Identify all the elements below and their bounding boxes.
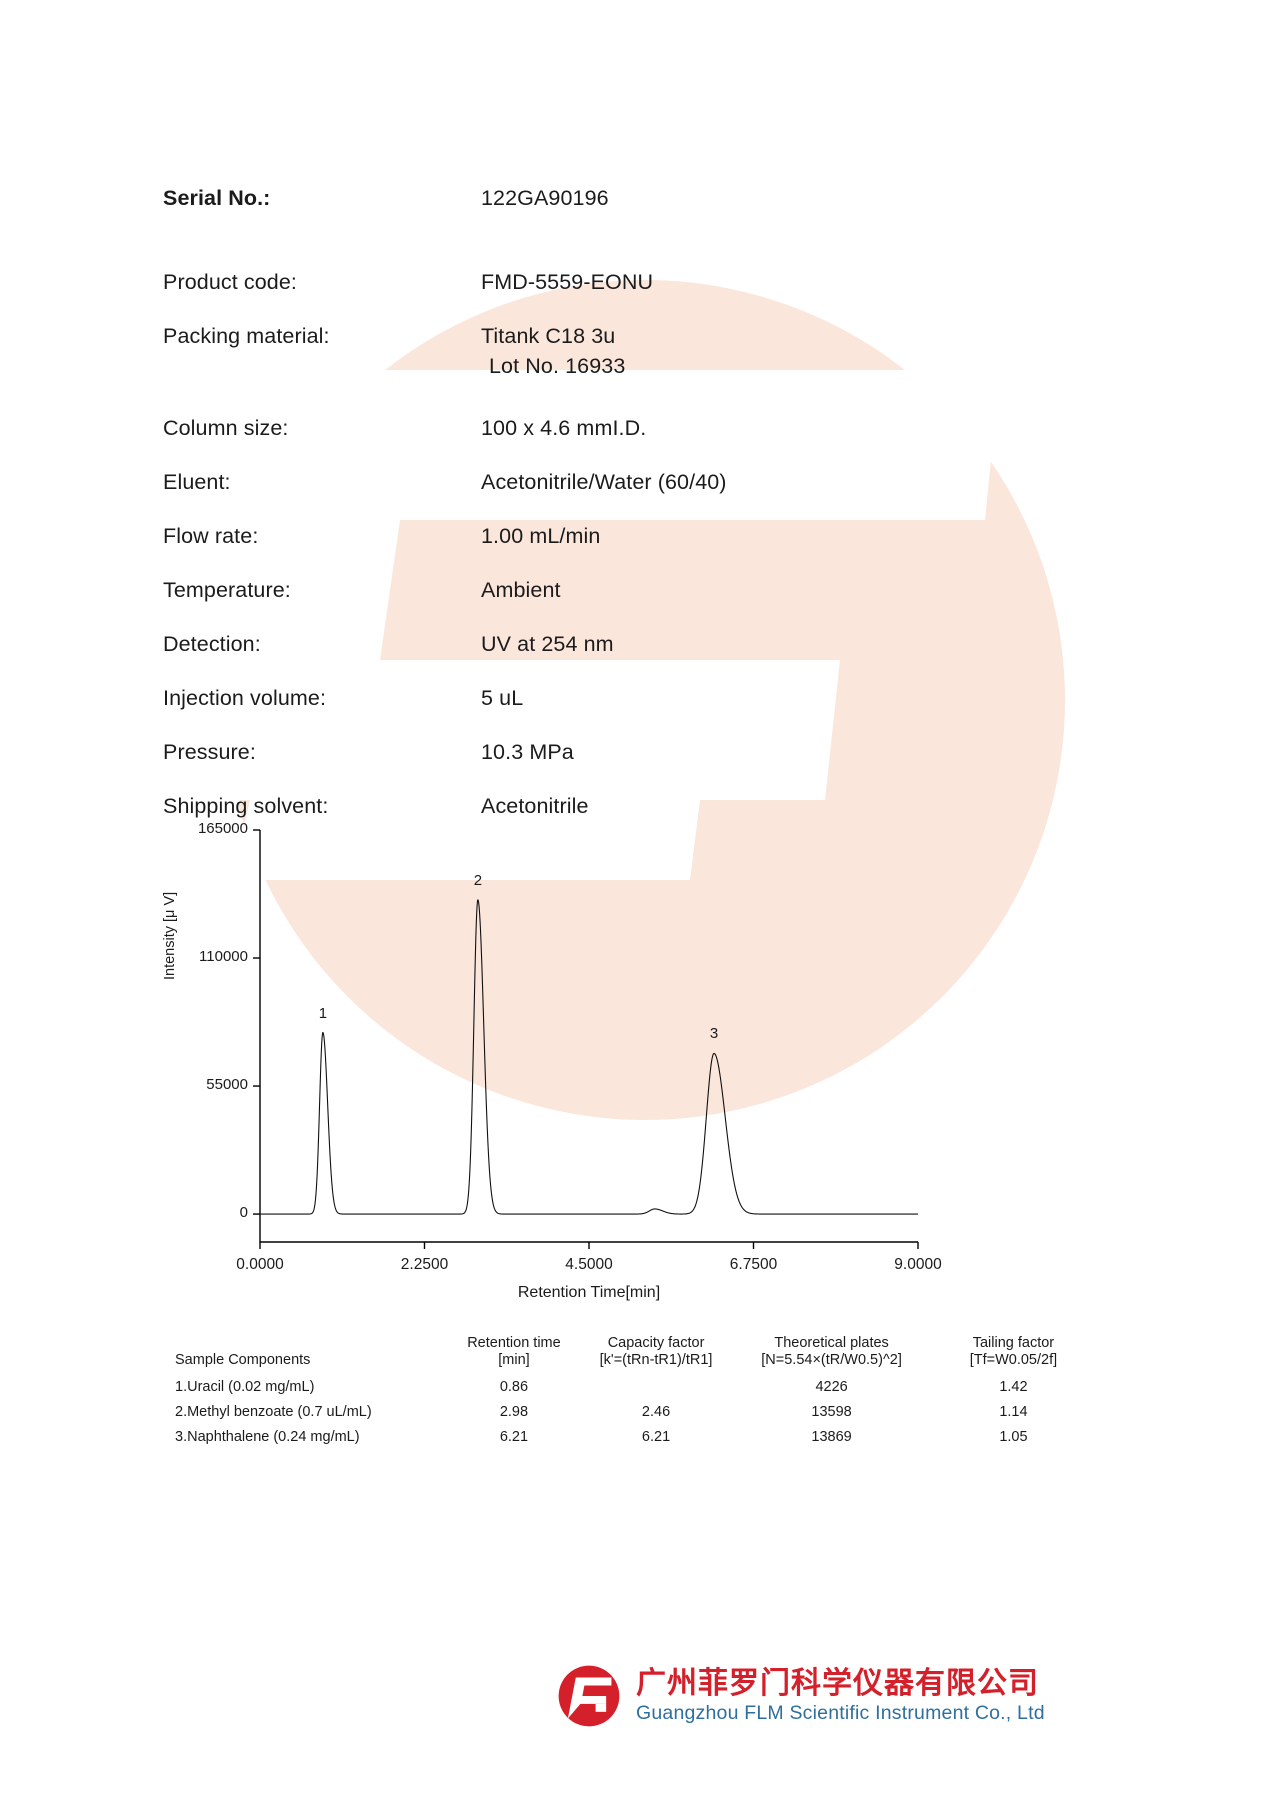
param-row-column-size: Column size: 100 x 4.6 mmI.D. — [163, 413, 1063, 443]
cell-tf: 1.42 — [999, 1379, 1028, 1395]
cell-rt: 6.21 — [499, 1429, 529, 1445]
param-value: UV at 254 nm — [481, 632, 614, 656]
serial-label: Serial No.: — [163, 186, 271, 210]
table-row: 3.Naphthalene (0.24 mg/mL) 6.21 6.21 13869 1… — [175, 1425, 1095, 1450]
param-value: 5 uL — [481, 686, 524, 710]
cell-name: 1.Uracil (0.02 mg/mL) — [175, 1379, 315, 1395]
col-sample-components: Sample Components — [175, 1352, 311, 1368]
col-tailing-factor: Tailing factor [Tf=W0.05/2f] — [969, 1335, 1058, 1368]
param-row-flow-rate: Flow rate: 1.00 mL/min — [163, 521, 1063, 551]
x-tick-label: 2.2500 — [400, 1256, 449, 1273]
cell-cf — [581, 1375, 731, 1400]
param-value: 10.3 MPa — [481, 740, 574, 764]
serial-value: 122GA90196 — [481, 186, 609, 210]
x-tick-label: 0.0000 — [236, 1256, 284, 1273]
param-value: Ambient — [481, 578, 561, 602]
param-label: Flow rate: — [163, 524, 259, 548]
param-value: FMD-5559-EONU — [481, 270, 654, 294]
param-value: Acetonitrile/Water (60/40) — [481, 470, 727, 494]
param-label: Eluent: — [163, 470, 231, 494]
col-retention-time: Retention time [min] — [467, 1335, 561, 1368]
param-value: 100 x 4.6 mmI.D. — [481, 416, 647, 440]
param-label: Detection: — [163, 632, 261, 656]
param-label: Temperature: — [163, 578, 291, 602]
company-footer: 广州菲罗门科学仪器有限公司 Guangzhou FLM Scientific I… — [556, 1663, 1045, 1729]
cell-tp: 13598 — [811, 1404, 852, 1420]
param-label: Column size: — [163, 416, 289, 440]
param-value: 1.00 mL/min — [481, 524, 601, 548]
x-tick-label: 4.5000 — [565, 1256, 613, 1273]
chromatogram-plot — [253, 829, 919, 1249]
chromatogram: Intensity [μ V] 0 55000 110000 165000 0.000… — [162, 812, 942, 1312]
x-tick-label: 6.7500 — [729, 1256, 778, 1273]
param-row-injection-volume: Injection volume: 5 uL — [163, 683, 1063, 713]
cell-tf: 1.05 — [999, 1429, 1028, 1445]
cell-tp: 13869 — [811, 1429, 852, 1445]
cell-rt: 0.86 — [499, 1379, 529, 1395]
results-table: Sample Components Retention time [min] C… — [175, 1335, 1095, 1450]
param-row-product-code: Product code: FMD-5559-EONU — [163, 267, 1063, 297]
company-name-en: Guangzhou FLM Scientific Instrument Co.,… — [636, 1702, 1045, 1724]
chart-x-axis-label: Retention Time[min] — [517, 1284, 661, 1301]
table-row: 1.Uracil (0.02 mg/mL) 0.86 4226 1.42 — [175, 1375, 1095, 1400]
param-row-temperature: Temperature: Ambient — [163, 575, 1063, 605]
param-label: Pressure: — [163, 740, 256, 764]
x-tick-label: 9.0000 — [894, 1256, 942, 1273]
param-row-pressure: Pressure: 10.3 MPa — [163, 737, 1063, 767]
company-name-cn: 广州菲罗门科学仪器有限公司 — [636, 1667, 1039, 1700]
param-row-packing-material: Packing material: Titank C18 3u Lot No. … — [163, 321, 1063, 381]
param-row-serial: Serial No.: 122GA90196 — [163, 183, 1063, 213]
cell-tf: 1.14 — [999, 1404, 1028, 1420]
packing-material-name: Titank C18 3u — [481, 324, 616, 348]
table-header-row: Sample Components Retention time [min] C… — [175, 1335, 1095, 1375]
cell-name: 3.Naphthalene (0.24 mg/mL) — [175, 1429, 360, 1445]
param-value: Titank C18 3u Lot No. 16933 — [481, 321, 625, 381]
param-row-detection: Detection: UV at 254 nm — [163, 629, 1063, 659]
param-label: Injection volume: — [163, 686, 327, 710]
packing-material-lot: Lot No. 16933 — [489, 354, 626, 378]
cell-rt: 2.98 — [499, 1404, 529, 1420]
col-capacity-factor: Capacity factor [k'=(tRn-tR1)/tR1] — [599, 1335, 713, 1368]
parameter-list: Serial No.: 122GA90196 Product code: FMD… — [163, 183, 1063, 845]
table-row: 2.Methyl benzoate (0.7 uL/mL) 2.98 2.46 135… — [175, 1400, 1095, 1425]
flm-f-mark-icon — [558, 1665, 620, 1727]
param-row-eluent: Eluent: Acetonitrile/Water (60/40) — [163, 467, 1063, 497]
y-tick-label: 0 — [239, 1204, 248, 1222]
cell-cf: 6.21 — [641, 1429, 671, 1445]
col-theoretical-plates: Theoretical plates [N=5.54×(tR/W0.5)^2] — [761, 1335, 902, 1368]
cell-name: 2.Methyl benzoate (0.7 uL/mL) — [175, 1404, 372, 1420]
param-label: Packing material: — [163, 324, 330, 348]
param-label: Product code: — [163, 270, 297, 294]
cell-cf: 2.46 — [641, 1404, 671, 1420]
cell-tp: 4226 — [815, 1379, 848, 1395]
